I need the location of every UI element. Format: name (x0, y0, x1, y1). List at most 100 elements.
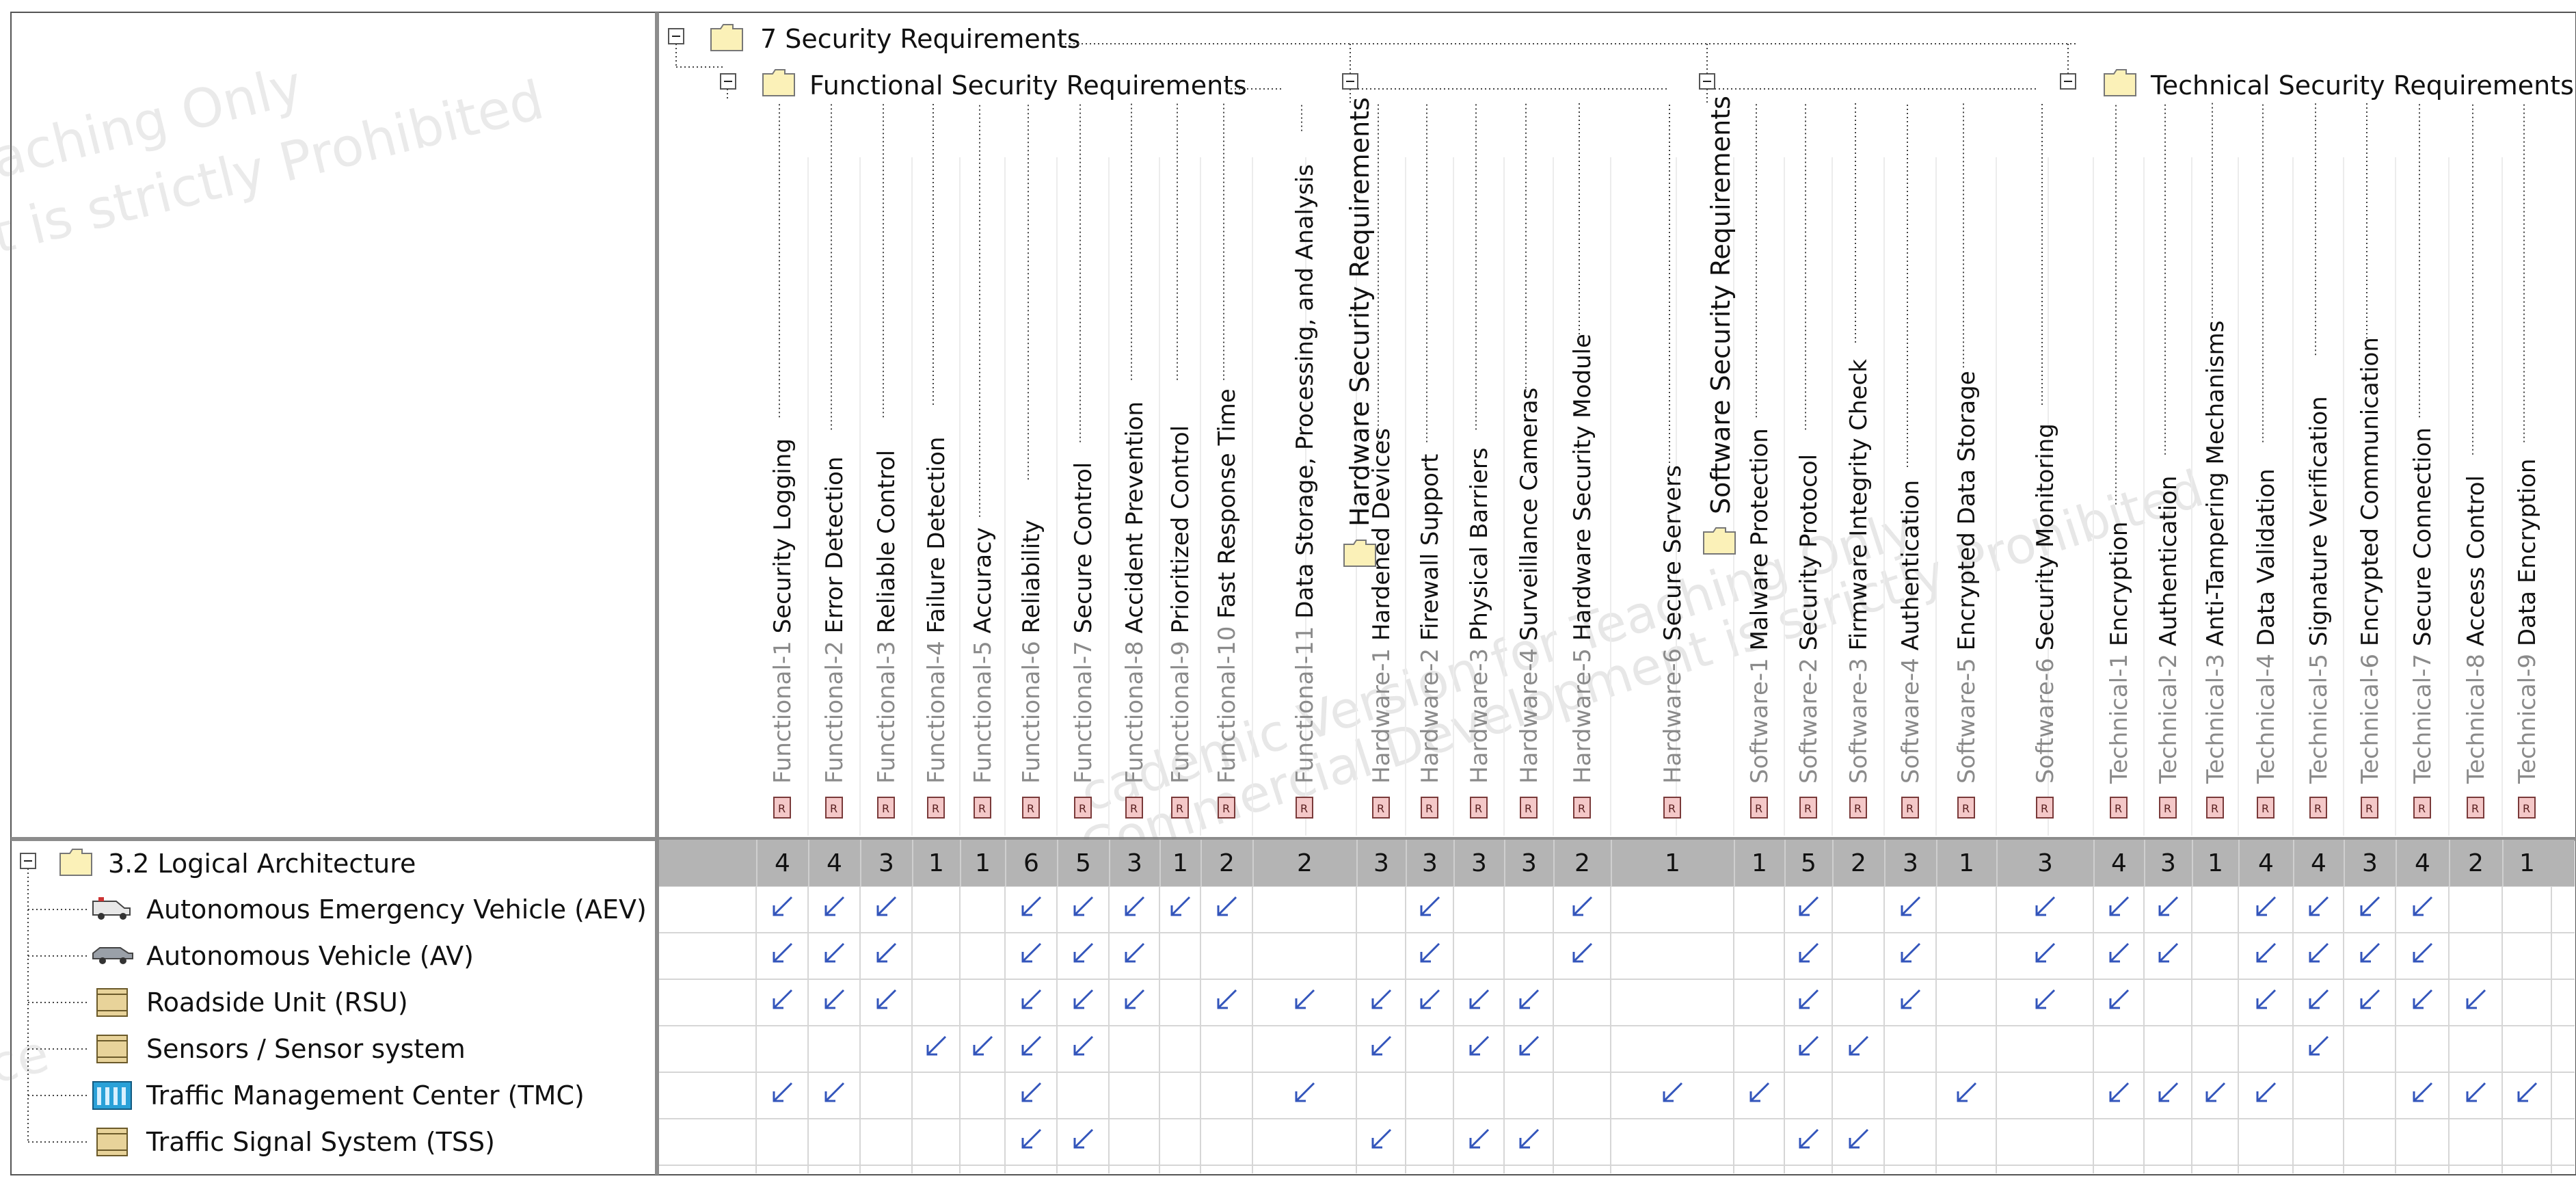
tree-row[interactable]: Roadside Unit (RSU) (28, 987, 408, 1018)
dependency-arrow-icon[interactable] (2256, 942, 2277, 963)
dependency-arrow-icon[interactable] (2256, 896, 2277, 916)
dependency-arrow-icon[interactable] (1021, 1035, 1042, 1056)
column-header-hardware-5[interactable]: R Hardware-5 Hardware Security Module (1569, 103, 1596, 819)
dependency-arrow-icon[interactable] (926, 1035, 947, 1056)
dependency-arrow-icon[interactable] (2413, 942, 2433, 963)
dependency-arrow-icon[interactable] (2035, 896, 2056, 916)
dependency-arrow-icon[interactable] (773, 1082, 793, 1102)
dependency-arrow-icon[interactable] (2309, 989, 2329, 1009)
column-header-technical-6[interactable]: R Technical-6 Encrypted Communication (2357, 103, 2384, 819)
column-header-technical-7[interactable]: R Technical-7 Secure Connection (2409, 103, 2437, 819)
dependency-arrow-icon[interactable] (2413, 989, 2433, 1009)
tree-row[interactable]: Autonomous Vehicle (AV) (28, 941, 474, 971)
dependency-arrow-icon[interactable] (1125, 896, 1145, 916)
dependency-arrow-icon[interactable] (2360, 989, 2380, 1009)
dependency-arrow-icon[interactable] (1519, 1128, 1540, 1149)
column-header-functional-3[interactable]: R Functional-3 Reliable Control (873, 103, 900, 819)
dependency-arrow-icon[interactable] (1469, 1128, 1490, 1149)
dependency-arrow-icon[interactable] (1420, 942, 1440, 963)
column-header-technical-8[interactable]: R Technical-8 Access Control (2463, 103, 2490, 819)
dependency-arrow-icon[interactable] (1371, 1035, 1392, 1056)
dependency-arrow-icon[interactable] (1021, 896, 1042, 916)
dependency-arrow-icon[interactable] (1371, 989, 1392, 1009)
collapse-expander-icon[interactable] (1342, 73, 1358, 90)
dependency-arrow-icon[interactable] (824, 1082, 845, 1102)
dependency-arrow-icon[interactable] (2517, 1082, 2538, 1102)
column-header-technical-1[interactable]: R Technical-1 Encryption (2106, 103, 2133, 819)
dependency-arrow-icon[interactable] (1170, 896, 1191, 916)
dependency-arrow-icon[interactable] (1469, 1035, 1490, 1056)
dependency-arrow-icon[interactable] (2466, 1082, 2486, 1102)
dependency-arrow-icon[interactable] (1799, 989, 1819, 1009)
dependency-arrow-icon[interactable] (2309, 1035, 2329, 1056)
dependency-arrow-icon[interactable] (2360, 942, 2380, 963)
dependency-arrow-icon[interactable] (824, 896, 845, 916)
dependency-arrow-icon[interactable] (2109, 989, 2130, 1009)
dependency-arrow-icon[interactable] (1217, 896, 1237, 916)
dependency-arrow-icon[interactable] (2035, 989, 2056, 1009)
column-header-hardware-3[interactable]: R Hardware-3 Physical Barriers (1466, 103, 1493, 819)
dependency-arrow-icon[interactable] (2413, 896, 2433, 916)
collapse-expander-icon[interactable] (20, 853, 36, 869)
dependency-arrow-icon[interactable] (1073, 1035, 1094, 1056)
column-header-functional-8[interactable]: R Functional-8 Accident Prevention (1121, 103, 1149, 819)
dependency-arrow-icon[interactable] (1572, 942, 1593, 963)
column-header-hardware-4[interactable]: R Hardware-4 Surveillance Cameras (1516, 103, 1543, 819)
dependency-arrow-icon[interactable] (1663, 1082, 1683, 1102)
dependency-arrow-icon[interactable] (973, 1035, 993, 1056)
dependency-arrow-icon[interactable] (1519, 989, 1540, 1009)
dependency-arrow-icon[interactable] (1217, 989, 1237, 1009)
dependency-arrow-icon[interactable] (1073, 1128, 1094, 1149)
dependency-arrow-icon[interactable] (876, 989, 897, 1009)
dependency-arrow-icon[interactable] (2158, 1082, 2179, 1102)
dependency-arrow-icon[interactable] (1295, 1082, 1315, 1102)
dependency-arrow-icon[interactable] (2205, 1082, 2226, 1102)
dependency-arrow-icon[interactable] (1021, 989, 1042, 1009)
column-header-functional-7[interactable]: R Functional-7 Secure Control (1070, 103, 1097, 819)
dependency-arrow-icon[interactable] (1849, 1128, 1869, 1149)
column-header-functional-9[interactable]: R Functional-9 Prioritized Control (1167, 103, 1194, 819)
dependency-arrow-icon[interactable] (773, 989, 793, 1009)
dependency-arrow-icon[interactable] (1519, 1035, 1540, 1056)
dependency-arrow-icon[interactable] (2309, 896, 2329, 916)
dependency-arrow-icon[interactable] (1021, 942, 1042, 963)
dependency-arrow-icon[interactable] (2256, 1082, 2277, 1102)
dependency-arrow-icon[interactable] (1957, 1082, 1977, 1102)
dependency-arrow-icon[interactable] (1420, 989, 1440, 1009)
dependency-arrow-icon[interactable] (1849, 1035, 1869, 1056)
dependency-arrow-icon[interactable] (1073, 896, 1094, 916)
column-header-functional-10[interactable]: R Functional-10 Fast Response Time (1213, 103, 1241, 819)
column-header-technical-3[interactable]: R Technical-3 Anti-Tampering Mechanisms (2202, 103, 2229, 819)
tree-row[interactable]: Sensors / Sensor system (28, 1034, 466, 1064)
dependency-arrow-icon[interactable] (773, 942, 793, 963)
column-header-software-2[interactable]: R Software-2 Security Protocol (1795, 103, 1823, 819)
dependency-arrow-icon[interactable] (1799, 896, 1819, 916)
dependency-arrow-icon[interactable] (773, 896, 793, 916)
dependency-arrow-icon[interactable] (1901, 896, 1921, 916)
dependency-arrow-icon[interactable] (1021, 1082, 1042, 1102)
dependency-arrow-icon[interactable] (2109, 942, 2130, 963)
dependency-arrow-icon[interactable] (2466, 989, 2486, 1009)
dependency-arrow-icon[interactable] (1021, 1128, 1042, 1149)
dependency-arrow-icon[interactable] (2360, 896, 2380, 916)
column-header-hardware-2[interactable]: R Hardware-2 Firewall Support (1417, 103, 1444, 819)
dependency-arrow-icon[interactable] (1469, 989, 1490, 1009)
dependency-arrow-icon[interactable] (1749, 1082, 1770, 1102)
dependency-arrow-icon[interactable] (2158, 942, 2179, 963)
column-header-software-3[interactable]: R Software-3 Firmware Integrity Check (1845, 103, 1873, 819)
tree-row[interactable]: Autonomous Emergency Vehicle (AEV) (28, 894, 647, 925)
dependency-arrow-icon[interactable] (2309, 942, 2329, 963)
dependency-arrow-icon[interactable] (1901, 989, 1921, 1009)
dependency-arrow-icon[interactable] (824, 989, 845, 1009)
column-header-technical-4[interactable]: R Technical-4 Data Validation (2253, 103, 2280, 819)
dependency-arrow-icon[interactable] (2109, 896, 2130, 916)
tree-row-logical-architecture[interactable]: 3.2 Logical Architecture (20, 849, 416, 879)
collapse-expander-icon[interactable] (668, 28, 684, 44)
column-header-technical-5[interactable]: R Technical-5 Signature Verification (2305, 103, 2333, 819)
column-header-functional-2[interactable]: R Functional-2 Error Detection (821, 103, 848, 819)
dependency-arrow-icon[interactable] (1295, 989, 1315, 1009)
column-header-functional-5[interactable]: R Functional-5 Accuracy (969, 103, 997, 819)
dependency-arrow-icon[interactable] (1420, 896, 1440, 916)
column-header-functional-1[interactable]: R Functional-1 Security Logging (769, 103, 796, 819)
tree-row[interactable]: Traffic Signal System (TSS) (28, 1127, 495, 1157)
